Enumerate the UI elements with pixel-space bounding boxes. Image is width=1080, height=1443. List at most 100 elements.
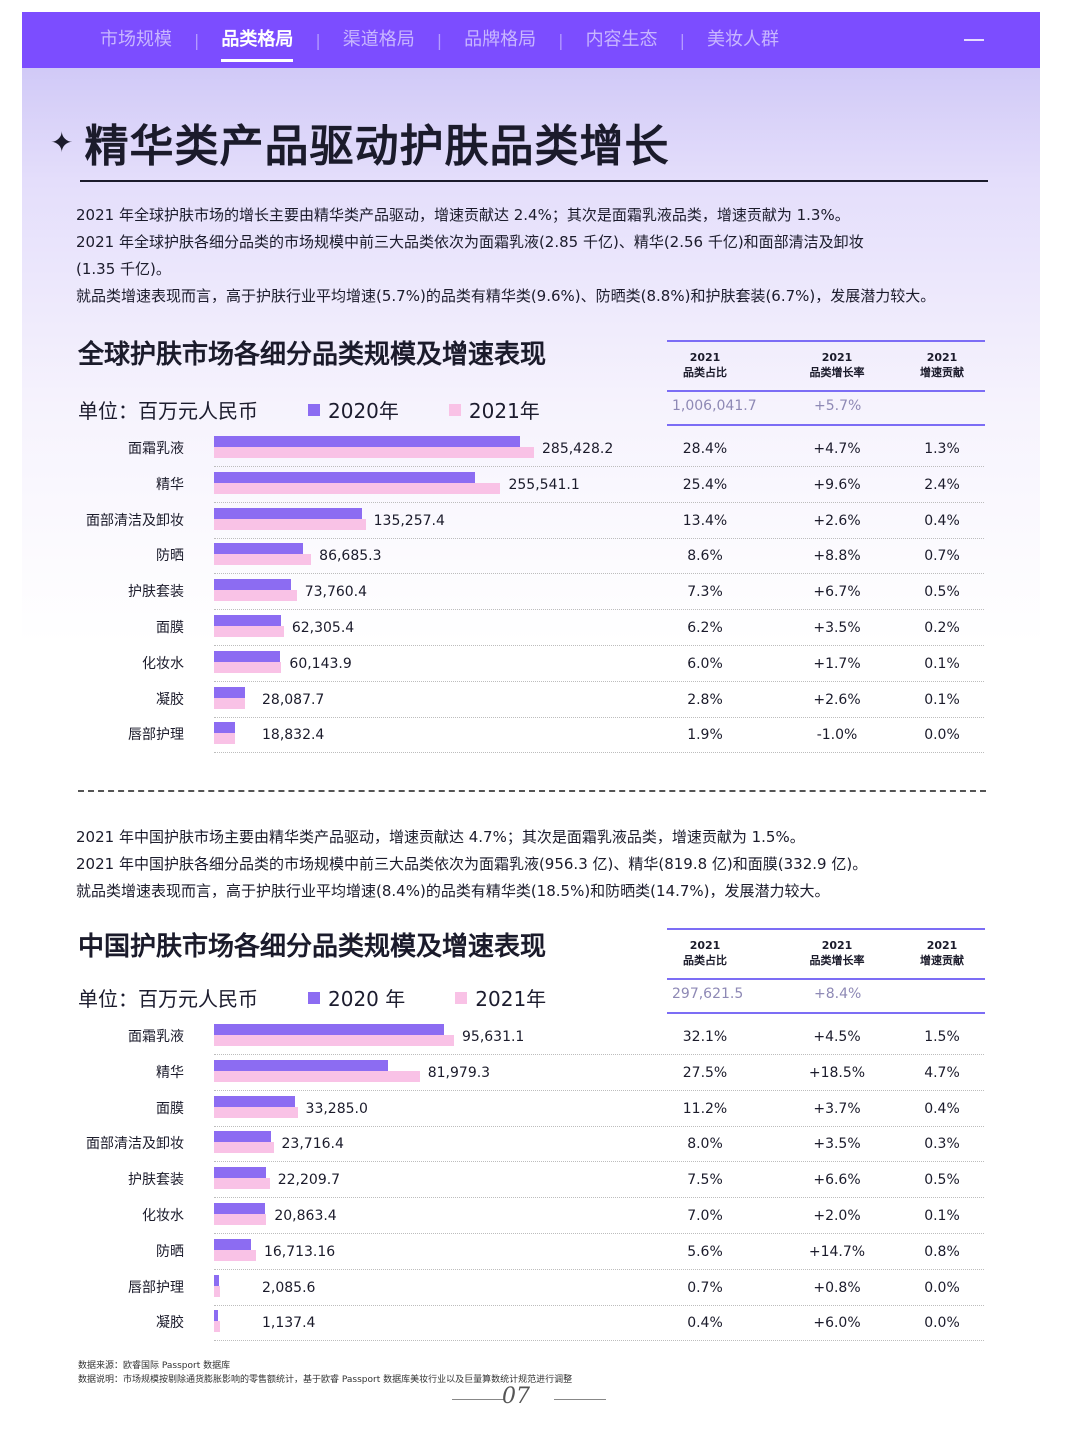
- category-label: 面部清洁及卸妆: [86, 1136, 184, 1153]
- table-cell: 7.3%: [687, 584, 723, 601]
- china-chart-unit-legend: 单位：百万元人民币 2020 年 2021年: [78, 983, 546, 1012]
- bar-value-label: 60,143.9: [289, 655, 352, 672]
- page-number-rule-left: [452, 1399, 504, 1400]
- bar-value-label: 73,760.4: [304, 584, 368, 601]
- legend-swatch-2020: [308, 991, 320, 1004]
- table-header-line: 品类增长率: [809, 954, 865, 967]
- global-chart-unit-legend: 单位：百万元人民币 2020年 2021年: [78, 395, 540, 424]
- table-total-size: 297,621.5: [672, 986, 744, 1002]
- row-separator: [214, 1233, 984, 1234]
- bar-2021: [214, 1070, 420, 1082]
- nav-tab-brand[interactable]: 品牌格局: [464, 29, 537, 50]
- table-header-line: 增速贡献: [920, 954, 964, 967]
- global-summary-line: 2021 年全球护肤市场的增长主要由精华类产品驱动，增速贡献达 2.4%；其次是…: [76, 206, 850, 224]
- nav-tab-content[interactable]: 内容生态: [585, 29, 658, 50]
- bar-2021: [214, 1142, 274, 1154]
- global-summary-line: 2021 年全球护肤各细分品类的市场规模中前三大品类依次为面霜乳液(2.85 千…: [76, 233, 864, 251]
- bar-2021: [214, 1285, 220, 1297]
- row-separator: [214, 645, 984, 646]
- table-cell: +9.6%: [813, 476, 861, 493]
- bar-2020: [214, 1310, 218, 1322]
- bar-value-label: 22,209.7: [277, 1172, 341, 1189]
- category-label: 化妆水: [142, 1208, 184, 1224]
- table-header: 2021 增速贡献: [892, 350, 992, 380]
- global-summary: 2021 年全球护肤市场的增长主要由精华类产品驱动，增速贡献达 2.4%；其次是…: [76, 202, 1016, 310]
- bar-2020: [214, 1059, 388, 1071]
- category-label: 唇部护理: [128, 1279, 184, 1296]
- table-header: 2021 品类增长率: [787, 350, 887, 380]
- bar-2021: [214, 1214, 267, 1225]
- row-separator: [214, 537, 984, 539]
- china-summary: 2021 年中国护肤市场主要由精华类产品驱动，增速贡献达 4.7%；其次是面霜乳…: [76, 824, 1016, 905]
- nav-separator: |: [315, 30, 321, 50]
- row-separator: [214, 1125, 984, 1127]
- table-header-line: 2021: [821, 939, 853, 952]
- row-separator: [214, 716, 984, 718]
- bar-2020: [214, 471, 476, 483]
- category-label: 面膜: [156, 1100, 184, 1117]
- row-separator: [214, 466, 984, 467]
- bar-value-label: 23,716.4: [281, 1136, 344, 1153]
- page-number-rule-right: [554, 1399, 606, 1400]
- nav-separator: |: [679, 30, 685, 50]
- table-cell: 6.2%: [687, 620, 723, 636]
- china-summary-line: 2021 年中国护肤各细分品类的市场规模中前三大品类依次为面霜乳液(956.3 …: [76, 855, 868, 873]
- table-cell: 0.1%: [924, 691, 960, 708]
- table-cell: 0.7%: [687, 1279, 723, 1296]
- bar-2020: [214, 1024, 444, 1035]
- footnote-note: 数据说明：市场规模按剔除通货膨胀影响的零售额统计，基于欧睿 Passport 数…: [78, 1375, 573, 1385]
- footnote-source: 数据来源：欧睿国际 Passport 数据库: [78, 1361, 231, 1371]
- global-chart-title: 全球护肤市场各细分品类规模及增速表现: [78, 340, 547, 370]
- bar-value-label: 285,428.2: [542, 441, 614, 457]
- bar-2020: [214, 436, 520, 447]
- category-label: 防晒: [156, 548, 184, 565]
- china-chart-title: 中国护肤市场各细分品类规模及增速表现: [78, 932, 547, 962]
- nav-tab-audience[interactable]: 美妆人群: [706, 29, 779, 50]
- top-nav-bar: 市场规模 | 品类格局 | 渠道格局 | 品牌格局 | 内容生态 | 美妆人群: [22, 12, 1040, 68]
- nav-tab-channel[interactable]: 渠道格局: [342, 29, 415, 50]
- table-header-line: 品类增长率: [809, 366, 865, 379]
- table-cell: 0.4%: [924, 512, 960, 529]
- table-cell: 0.4%: [687, 1315, 723, 1332]
- bar-2020: [214, 1167, 267, 1179]
- bar-2021: [214, 1178, 270, 1190]
- table-cell: -1.0%: [816, 727, 858, 744]
- table-cell: +18.5%: [808, 1064, 866, 1081]
- table-header-line: 2021: [926, 351, 958, 364]
- table-cell: 1.9%: [687, 727, 723, 744]
- table-total-growth: +8.4%: [814, 986, 862, 1002]
- table-header: 2021 品类占比: [655, 350, 755, 380]
- table-cell: 32.1%: [682, 1029, 728, 1045]
- bar-value-label: 28,087.7: [262, 691, 325, 708]
- nav-tab-category[interactable]: 品类格局: [199, 12, 315, 68]
- menu-icon[interactable]: [964, 39, 984, 41]
- table-header-line: 2021: [926, 939, 958, 952]
- table-cell: 8.6%: [687, 548, 723, 565]
- table-cell: +4.7%: [813, 441, 861, 457]
- row-separator: [214, 501, 984, 503]
- table-cell: 2.4%: [924, 476, 960, 493]
- row-separator: [214, 1161, 984, 1163]
- bar-value-label: 33,285.0: [305, 1100, 368, 1117]
- table-cell: +0.8%: [813, 1279, 861, 1296]
- table-header: 2021 增速贡献: [892, 938, 992, 968]
- row-separator: [214, 1089, 984, 1091]
- table-top-rule: [667, 340, 985, 342]
- category-label: 唇部护理: [128, 727, 184, 744]
- table-cell: +14.7%: [808, 1243, 866, 1260]
- global-summary-line: 就品类增速表现而言，高于护肤行业平均增速(5.7%)的品类有精华类(9.6%)、…: [76, 287, 936, 305]
- table-cell: 25.4%: [682, 476, 728, 493]
- table-cell: 0.1%: [924, 1208, 960, 1224]
- bar-value-label: 81,979.3: [427, 1064, 491, 1081]
- table-cell: +3.7%: [813, 1100, 861, 1117]
- bar-2021: [214, 1035, 454, 1046]
- section-divider: [78, 790, 986, 792]
- table-cell: +3.5%: [813, 620, 861, 636]
- bar-2021: [214, 554, 312, 566]
- nav-tab-market-size[interactable]: 市场规模: [100, 29, 172, 50]
- table-cell: 2.8%: [687, 691, 723, 708]
- table-total-size: 1,006,041.7: [672, 398, 757, 414]
- bar-2021: [214, 1321, 220, 1333]
- bar-2021: [214, 1249, 256, 1261]
- table-header-rule: [667, 390, 985, 392]
